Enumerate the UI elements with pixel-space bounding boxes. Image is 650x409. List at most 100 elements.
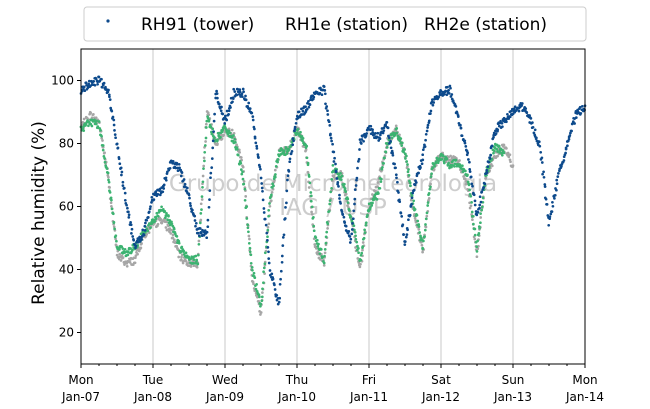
series-point [348,235,352,238]
series-point [340,210,344,213]
series-point [555,182,559,186]
series-point [92,79,96,83]
series-point [353,188,357,191]
series-point [505,147,508,150]
series-point [342,215,346,219]
series-point [339,202,342,205]
series-point [499,119,502,123]
series-point [467,183,471,187]
series-point [266,239,269,242]
series-point [300,107,303,111]
x-tick-label-day: Wed [212,373,238,387]
series-point [415,213,419,217]
series-point [498,151,501,154]
series-point [107,178,110,182]
series-point [251,115,255,118]
series-point [235,143,238,147]
series-point [513,105,517,109]
series-point [453,102,457,106]
series-point [432,101,436,104]
series-point [102,81,106,85]
series-point [316,250,320,253]
series-point [330,139,333,143]
series-point [463,139,467,143]
series-point [152,198,156,201]
series-point [285,152,289,155]
series-point [270,191,274,194]
series-point [331,164,335,167]
series-point [230,136,234,139]
series-point [374,189,377,193]
series-point [147,210,151,214]
series-point [208,198,211,201]
series-point [358,265,362,269]
series-point [229,106,232,109]
y-axis-label: Relative humidity (%) [29,121,49,305]
series-point [381,131,385,135]
series-point [425,129,429,133]
series-point [568,134,572,137]
series-point [119,166,123,170]
series-point [331,142,334,146]
series-point [154,217,158,221]
series-point [123,191,127,195]
series-point [548,215,552,219]
series-point [199,202,203,206]
series-point [194,262,197,265]
series-point [490,144,494,148]
series-point [562,159,566,162]
series-point [192,264,196,268]
series-point [216,138,219,142]
series-point [266,228,270,232]
series-point [170,228,174,232]
series-point [101,148,105,152]
series-point [188,196,191,200]
series-point [327,120,331,124]
series-point [156,193,160,196]
series-point [261,198,265,202]
series-point [460,134,464,138]
series-point [467,158,470,161]
series-point [323,254,326,258]
series-point [110,205,113,208]
series-point [400,215,404,218]
series-point [538,144,542,148]
series-point [355,240,359,244]
series-point [366,213,369,217]
series-point [479,200,483,204]
series-point [259,302,263,306]
series-point [485,168,489,172]
series-point [192,258,196,261]
series-point [187,261,190,265]
series-point [332,160,336,163]
series-point [426,126,429,129]
series-point [181,261,185,265]
series-point [324,102,327,106]
series-point [394,124,398,128]
series-point [334,170,338,174]
series-point [410,193,414,197]
series-point [209,125,213,129]
series-point [353,197,357,201]
series-point [394,173,398,177]
series-point [556,175,560,178]
series-point [128,261,132,264]
series-point [273,168,277,172]
series-point [469,194,473,198]
series-point [252,271,256,275]
series-point [379,177,383,181]
series-point [464,145,468,148]
series-point [175,244,179,248]
series-point [268,269,272,272]
series-point [166,218,169,222]
series-point [421,153,425,157]
series-point [459,123,462,127]
series-point [273,288,277,291]
series-point [333,156,336,160]
series-point [179,174,183,178]
series-point [421,148,425,152]
series-point [364,223,368,227]
series-point [540,156,544,160]
series-point [125,264,129,268]
series-point [344,192,348,196]
